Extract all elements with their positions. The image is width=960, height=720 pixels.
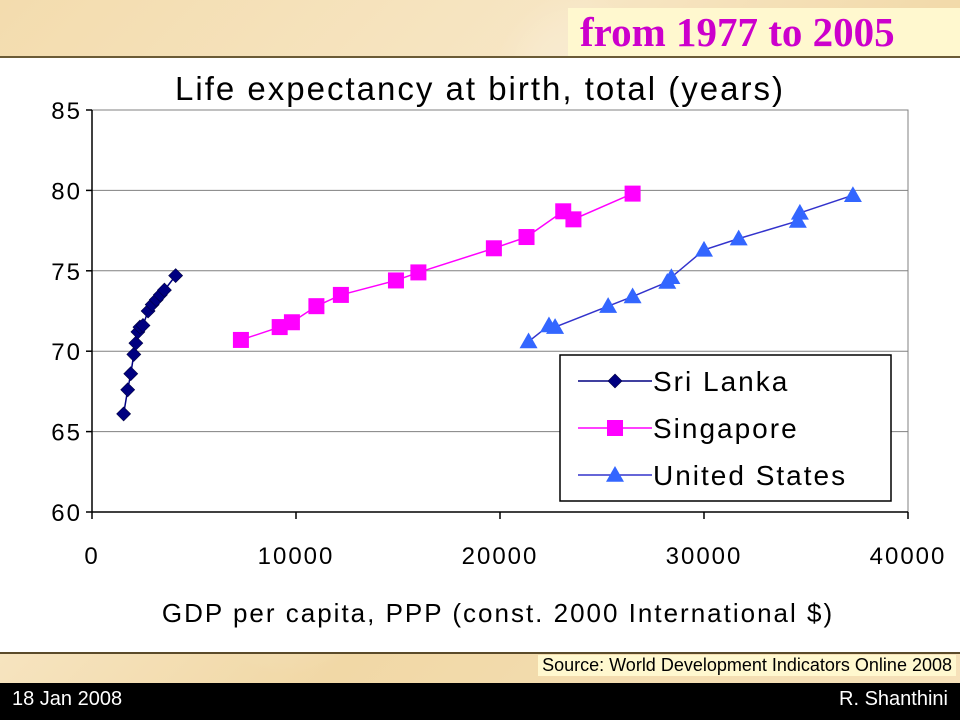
- data-point: [518, 229, 535, 246]
- data-point: [308, 298, 325, 315]
- data-point: [123, 366, 139, 382]
- x-tick-labels: 0 10000 20000 30000 40000: [84, 543, 947, 570]
- x-tick-label: 0: [84, 543, 99, 570]
- y-tick-label: 85: [51, 98, 82, 125]
- data-point: [695, 240, 713, 257]
- data-point: [729, 229, 748, 246]
- data-point: [232, 331, 249, 348]
- series-group: [116, 185, 862, 422]
- footer-date: 18 Jan 2008: [12, 688, 123, 710]
- data-point: [788, 211, 807, 228]
- data-point: [116, 406, 132, 422]
- data-point: [485, 240, 502, 257]
- data-point: [599, 297, 618, 313]
- data-point: [790, 203, 809, 220]
- legend-label: Singapore: [653, 413, 799, 444]
- series-united-states: [519, 186, 862, 349]
- legend-marker: [607, 373, 623, 389]
- data-point: [546, 318, 565, 334]
- slide-heading: from 1977 to 2005: [580, 9, 895, 55]
- x-tick-label: 40000: [870, 543, 947, 570]
- chart-title: Life expectancy at birth, total (years): [175, 70, 785, 107]
- top-divider: [0, 56, 960, 58]
- legend-marker: [607, 420, 623, 436]
- series-sri-lanka: [116, 268, 184, 422]
- data-point: [410, 264, 427, 281]
- legend-item: United States: [578, 460, 847, 491]
- source-note: Source: World Development Indicators Onl…: [538, 655, 956, 676]
- data-point: [519, 332, 538, 349]
- data-point: [126, 346, 142, 362]
- legend-item: Singapore: [578, 413, 799, 444]
- data-point: [135, 318, 151, 333]
- data-point: [387, 272, 404, 289]
- footer-bar: [0, 683, 960, 720]
- series-singapore: [232, 185, 641, 348]
- bottom-divider: [0, 652, 960, 654]
- y-tick-label: 80: [51, 178, 82, 205]
- footer-author: R. Shanthini: [839, 688, 948, 710]
- x-axis-label: GDP per capita, PPP (const. 2000 Interna…: [162, 598, 834, 628]
- axes: [86, 109, 909, 519]
- data-point: [120, 382, 136, 398]
- x-tick-label: 20000: [462, 543, 539, 570]
- y-tick-label: 65: [51, 420, 82, 447]
- y-tick-label: 60: [51, 500, 82, 527]
- data-point: [565, 211, 582, 228]
- data-point: [128, 335, 144, 351]
- data-point: [843, 186, 862, 202]
- x-tick-label: 30000: [666, 543, 743, 570]
- legend-item: Sri Lanka: [578, 366, 789, 397]
- data-point: [156, 282, 172, 298]
- legend-label: United States: [653, 460, 847, 491]
- data-point: [283, 314, 300, 331]
- data-point: [624, 185, 641, 202]
- data-point: [623, 287, 642, 304]
- legend-label: Sri Lanka: [653, 366, 789, 397]
- legend: Sri Lanka Singapore United States: [559, 354, 892, 502]
- data-point: [168, 268, 184, 284]
- life-expectancy-chart: Life expectancy at birth, total (years) …: [51, 70, 947, 628]
- x-tick-label: 10000: [258, 543, 335, 570]
- gridlines: [92, 189, 908, 433]
- y-tick-label: 75: [51, 259, 82, 286]
- data-point: [662, 268, 681, 284]
- data-point: [332, 286, 349, 303]
- data-point: [271, 319, 288, 336]
- legend-marker: [606, 466, 624, 482]
- y-tick-label: 70: [51, 339, 82, 366]
- y-tick-labels: 60 65 70 75 80 85: [51, 98, 82, 527]
